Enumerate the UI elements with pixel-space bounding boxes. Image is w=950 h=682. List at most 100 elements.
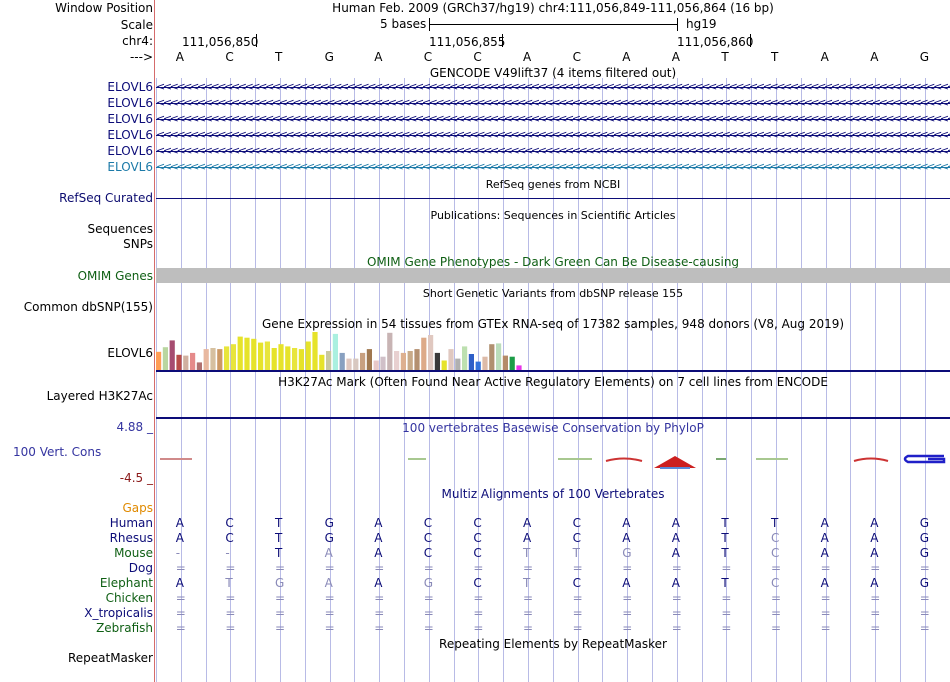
sequences-track-label[interactable]: Sequences xyxy=(87,222,153,236)
gencode-item-label[interactable]: ELOVL6 xyxy=(107,144,153,158)
alignment-base: A xyxy=(175,516,185,530)
base-letter[interactable]: T xyxy=(721,50,729,64)
base-letter[interactable]: A xyxy=(820,50,829,64)
refseq-track-title[interactable]: RefSeq genes from NCBI xyxy=(485,178,621,191)
gencode-item-label[interactable]: ELOVL6 xyxy=(107,96,153,110)
base-letter[interactable]: C xyxy=(473,50,482,64)
base-letter[interactable]: T xyxy=(771,50,779,64)
omim-feature-bar[interactable] xyxy=(156,268,950,283)
h3k27ac-track-label[interactable]: Layered H3K27Ac xyxy=(46,389,153,403)
species-label[interactable]: Elephant xyxy=(99,576,153,590)
alignment-base: A xyxy=(820,516,829,530)
gtex-tissue-bar xyxy=(428,335,434,370)
species-label[interactable]: Zebrafish xyxy=(96,621,153,635)
gaps-label[interactable]: Gaps xyxy=(122,501,153,515)
gtex-track-label[interactable]: ELOVL6 xyxy=(107,346,153,360)
species-label[interactable]: Mouse xyxy=(114,546,153,560)
repeatmasker-track-title[interactable]: Repeating Elements by RepeatMasker xyxy=(439,637,667,651)
gtex-bar-chart[interactable] xyxy=(156,330,556,370)
alignment-base: T xyxy=(771,516,779,530)
base-letter[interactable]: A xyxy=(523,50,532,64)
base-letter[interactable]: G xyxy=(919,50,930,64)
alignment-base: = xyxy=(423,606,434,620)
gencode-transcript-line[interactable]: <<<<<<<<<<<<<<<<<<<<<<<<<<<<<<<<<<<<<<<<… xyxy=(156,162,950,172)
phylop-track-label[interactable]: 100 Vert. Cons xyxy=(13,445,102,459)
dbsnp-track-title[interactable]: Short Genetic Variants from dbSNP releas… xyxy=(422,287,684,300)
gencode-item-label[interactable]: ELOVL6 xyxy=(107,80,153,94)
alignment-base: = xyxy=(423,621,434,635)
position-tick xyxy=(502,34,503,47)
alignment-base: = xyxy=(275,606,286,620)
multiz-track-title[interactable]: Multiz Alignments of 100 Vertebrates xyxy=(441,487,665,501)
dbsnp-track-label[interactable]: Common dbSNP(155) xyxy=(23,300,153,314)
alignment-base: = xyxy=(423,561,434,575)
position-tick-label: 111,056,850 xyxy=(182,35,259,49)
alignment-base: = xyxy=(225,561,236,575)
base-letter[interactable]: T xyxy=(275,50,283,64)
base-letter[interactable]: A xyxy=(870,50,879,64)
gtex-tissue-bar xyxy=(380,356,386,370)
species-label[interactable]: Dog xyxy=(128,561,153,575)
base-letter[interactable]: G xyxy=(324,50,334,64)
gencode-item-label[interactable]: ELOVL6 xyxy=(107,128,153,142)
refseq-track-label[interactable]: RefSeq Curated xyxy=(59,191,153,205)
base-letter[interactable]: C xyxy=(572,50,581,64)
gtex-tissue-bar xyxy=(387,332,393,370)
refseq-line[interactable] xyxy=(156,198,950,199)
phylop-conservation-plot[interactable] xyxy=(156,450,950,470)
base-letter[interactable]: A xyxy=(622,50,631,64)
gencode-transcript-line[interactable]: <<<<<<<<<<<<<<<<<<<<<<<<<<<<<<<<<<<<<<<<… xyxy=(156,114,950,124)
gtex-track-title[interactable]: Gene Expression in 54 tissues from GTEx … xyxy=(261,317,845,331)
gtex-tissue-bar xyxy=(353,358,359,370)
phylop-track-title[interactable]: 100 vertebrates Basewise Conservation by… xyxy=(402,421,704,435)
gtex-tissue-bar xyxy=(482,356,488,370)
gencode-transcript-line[interactable]: <<<<<<<<<<<<<<<<<<<<<<<<<<<<<<<<<<<<<<<<… xyxy=(156,146,950,156)
species-label[interactable]: X_tropicalis xyxy=(84,606,153,620)
alignment-base: A xyxy=(870,546,879,560)
species-label[interactable]: Human xyxy=(109,516,153,530)
gtex-tissue-bar xyxy=(244,337,250,370)
gtex-tissue-bar xyxy=(298,349,304,370)
label-column-divider xyxy=(154,0,155,682)
publications-track-title[interactable]: Publications: Sequences in Scientific Ar… xyxy=(430,209,676,222)
alignment-base: = xyxy=(523,561,534,575)
h3k27ac-track-title[interactable]: H3K27Ac Mark (Often Found Near Active Re… xyxy=(278,375,828,389)
alignment-base: G xyxy=(919,516,930,530)
alignment-base: = xyxy=(771,591,782,605)
scale-text: 5 bases xyxy=(380,17,427,31)
gencode-transcript-line[interactable]: <<<<<<<<<<<<<<<<<<<<<<<<<<<<<<<<<<<<<<<<… xyxy=(156,82,950,92)
base-letter[interactable]: C xyxy=(225,50,234,64)
alignment-base: A xyxy=(374,531,383,545)
gtex-tissue-bar xyxy=(258,342,264,370)
gtex-tissue-bar xyxy=(326,351,332,370)
alignment-base: = xyxy=(820,561,831,575)
base-letter[interactable]: A xyxy=(374,50,383,64)
gencode-track-title[interactable]: GENCODE V49lift37 (4 items filtered out) xyxy=(429,66,677,80)
gtex-tissue-bar xyxy=(169,340,175,370)
alignment-base: T xyxy=(275,531,283,545)
alignment-base: = xyxy=(374,621,385,635)
omim-track-title[interactable]: OMIM Gene Phenotypes - Dark Green Can Be… xyxy=(366,255,740,269)
gencode-transcript-line[interactable]: <<<<<<<<<<<<<<<<<<<<<<<<<<<<<<<<<<<<<<<<… xyxy=(156,98,950,108)
snps-track-label[interactable]: SNPs xyxy=(123,237,153,251)
alignment-base: T xyxy=(275,546,283,560)
alignment-base: T xyxy=(225,576,233,590)
gtex-tissue-bar xyxy=(224,346,230,370)
scale-label: Scale xyxy=(120,18,153,32)
species-label[interactable]: Rhesus xyxy=(109,531,153,545)
alignment-base: = xyxy=(275,591,286,605)
gencode-item-label[interactable]: ELOVL6 xyxy=(107,112,153,126)
base-letter[interactable]: A xyxy=(175,50,185,64)
scale-bar-left-cap xyxy=(429,18,430,31)
base-letter[interactable]: C xyxy=(423,50,433,64)
base-letter[interactable]: A xyxy=(671,50,681,64)
alignment-base: G xyxy=(919,576,930,590)
gtex-tissue-bar xyxy=(312,332,318,370)
gencode-item-label[interactable]: ELOVL6 xyxy=(107,160,153,174)
repeatmasker-track-label[interactable]: RepeatMasker xyxy=(67,651,153,665)
gencode-transcript-line[interactable]: <<<<<<<<<<<<<<<<<<<<<<<<<<<<<<<<<<<<<<<<… xyxy=(156,130,950,140)
species-label[interactable]: Chicken xyxy=(105,591,153,605)
position-tick xyxy=(256,34,257,47)
omim-track-label[interactable]: OMIM Genes xyxy=(77,269,153,283)
